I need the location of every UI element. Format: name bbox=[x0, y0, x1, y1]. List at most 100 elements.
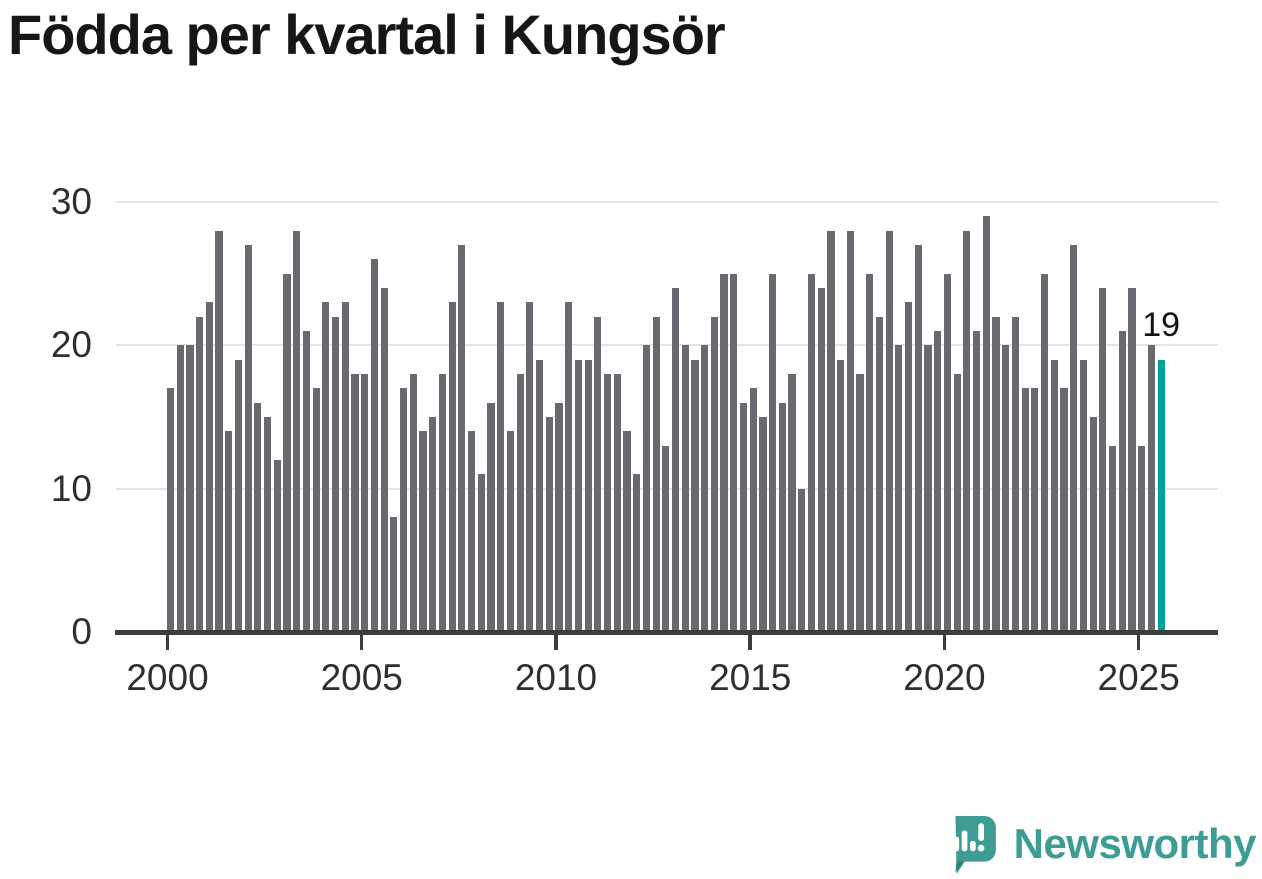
bar-quarter bbox=[283, 273, 291, 632]
bar-quarter bbox=[526, 302, 534, 632]
chart-area: 0 10 20 30 2000 2005 2010 2015 2020 2025 19 bbox=[50, 181, 1218, 698]
bar-quarter bbox=[293, 230, 301, 632]
x-axis-label-2000: 2000 bbox=[126, 657, 209, 698]
bar-quarter bbox=[244, 245, 252, 632]
y-axis-label-10: 10 bbox=[50, 467, 92, 509]
bar-quarter bbox=[866, 273, 874, 632]
bar-quarter bbox=[701, 345, 709, 632]
bar-quarter bbox=[594, 316, 602, 632]
bar-quarter bbox=[176, 345, 184, 632]
y-axis-label-0: 0 bbox=[71, 611, 92, 652]
bar-quarter bbox=[739, 402, 748, 632]
newsworthy-wordmark: Newsworthy bbox=[1013, 820, 1257, 867]
bar-quarter bbox=[671, 288, 680, 632]
highlight-value-label: 19 bbox=[1142, 306, 1181, 344]
gridline-y-20 bbox=[116, 344, 1218, 347]
bar-quarter bbox=[885, 230, 893, 632]
bar-quarter bbox=[429, 417, 437, 632]
newsworthy-chart-bubble-icon bbox=[944, 816, 996, 879]
bar-quarter bbox=[1147, 345, 1155, 632]
x-axis-tick-2005 bbox=[359, 635, 364, 650]
bar-highlight-2025-Q3 bbox=[1157, 359, 1165, 632]
bar-quarter bbox=[1099, 288, 1107, 632]
bar-quarter bbox=[196, 316, 204, 632]
bar-quarter bbox=[312, 388, 320, 632]
bar-quarter bbox=[1050, 359, 1058, 632]
bar-quarter bbox=[1011, 316, 1020, 632]
bar-quarter bbox=[691, 359, 699, 632]
x-axis-label-2015: 2015 bbox=[709, 657, 792, 698]
bar-quarter bbox=[487, 402, 495, 632]
x-axis-label-2005: 2005 bbox=[320, 657, 403, 698]
bar-quarter bbox=[837, 359, 845, 632]
x-axis-tick-2025 bbox=[1136, 635, 1141, 650]
bar-quarter bbox=[817, 288, 825, 632]
bar-quarter bbox=[186, 345, 194, 632]
x-axis-tick-2015 bbox=[748, 635, 752, 650]
bar-quarter bbox=[875, 316, 884, 632]
bar-quarter bbox=[1128, 288, 1136, 632]
bar-quarter bbox=[972, 331, 981, 632]
bar-quarter bbox=[166, 388, 175, 632]
bar-quarter bbox=[662, 445, 670, 632]
bar-quarter bbox=[1108, 445, 1117, 632]
bar-quarter bbox=[370, 259, 379, 632]
bar-quarter bbox=[497, 302, 505, 632]
bar-quarter bbox=[565, 302, 573, 632]
bar-quarter bbox=[623, 431, 631, 632]
bar-quarter bbox=[914, 245, 922, 632]
bar-quarter bbox=[788, 374, 796, 632]
bar-quarter bbox=[390, 517, 398, 632]
bar-quarter bbox=[982, 216, 990, 632]
bar-quarter bbox=[953, 374, 961, 632]
bar-quarter bbox=[264, 417, 272, 632]
bar-quarter bbox=[759, 417, 767, 632]
gridline-y-30 bbox=[116, 201, 1218, 204]
bar-quarter bbox=[341, 302, 349, 632]
page-title: Födda per kvartal i Kungsör bbox=[8, 3, 726, 66]
bar-quarter bbox=[924, 345, 932, 632]
x-axis-label-2025: 2025 bbox=[1097, 657, 1180, 698]
bar-quarter bbox=[633, 474, 641, 632]
x-axis-label-2020: 2020 bbox=[903, 657, 986, 698]
bar-quarter bbox=[302, 331, 311, 632]
bar-quarter bbox=[419, 431, 427, 632]
bar-quarter bbox=[613, 374, 621, 632]
bar-quarter bbox=[1021, 388, 1029, 632]
bar-quarter bbox=[477, 474, 485, 632]
bar-quarter bbox=[749, 388, 757, 632]
bar-quarter bbox=[535, 359, 544, 632]
bar-quarter bbox=[322, 302, 330, 632]
bar-quarter bbox=[943, 273, 952, 632]
bar-quarter bbox=[273, 460, 281, 632]
bar-quarter bbox=[1138, 445, 1146, 632]
bar-quarter bbox=[516, 374, 524, 632]
bar-quarter bbox=[332, 316, 340, 632]
bar-quarter bbox=[506, 431, 514, 632]
bar-quarter bbox=[1079, 359, 1087, 632]
bar-quarter bbox=[448, 302, 456, 632]
bar-quarter bbox=[1040, 273, 1049, 632]
bar-quarter bbox=[225, 431, 233, 632]
x-axis-tick-2010 bbox=[554, 635, 558, 650]
bar-quarter bbox=[905, 302, 913, 632]
x-axis-tick-2020 bbox=[942, 635, 947, 650]
bar-quarter bbox=[380, 288, 388, 632]
bar-quarter bbox=[1089, 417, 1097, 632]
bar-quarter bbox=[351, 374, 359, 632]
bar-quarter bbox=[409, 374, 417, 632]
bar-quarter bbox=[827, 230, 835, 632]
bar-quarter bbox=[778, 402, 786, 632]
bar-quarter bbox=[963, 230, 971, 632]
bar-quarter bbox=[710, 316, 718, 632]
y-axis-label-30: 30 bbox=[50, 181, 92, 223]
bar-quarter bbox=[798, 488, 806, 632]
bar-quarter bbox=[652, 316, 660, 632]
bar-quarter bbox=[856, 374, 864, 632]
bar-quarter bbox=[584, 359, 592, 632]
bar-quarter bbox=[361, 374, 369, 632]
bar-quarter bbox=[574, 359, 582, 632]
bar-quarter bbox=[438, 374, 447, 632]
bar-quarter bbox=[1031, 388, 1039, 632]
bar-quarter bbox=[895, 345, 903, 632]
